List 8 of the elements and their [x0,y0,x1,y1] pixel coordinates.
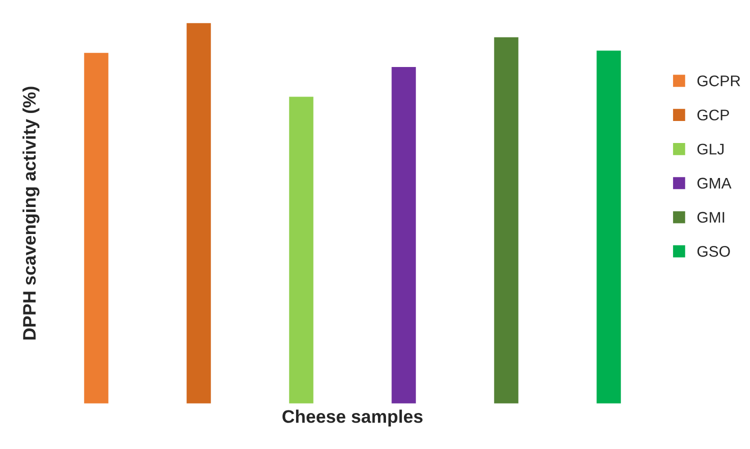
legend-label: GMA [697,178,732,189]
legend-label: GCPR [697,76,740,86]
y-axis-title: DPPH scavenging activity (%) [22,86,40,340]
legend-label: GMI [697,212,724,223]
legend-label: GCP [697,110,729,120]
legend-label: GSO [697,246,730,257]
x-axis-title: Cheese samples [282,410,423,426]
legend-label: GLJ [697,144,724,155]
